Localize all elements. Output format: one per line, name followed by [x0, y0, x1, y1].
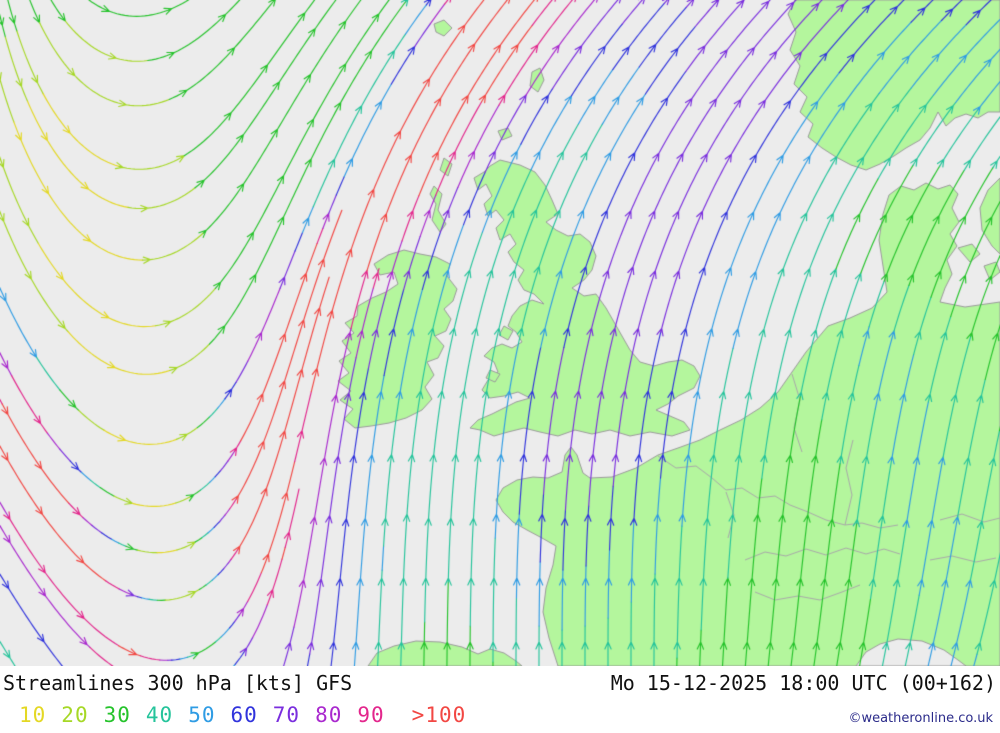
streamline-map: [0, 0, 1000, 666]
legend-item: 60: [230, 703, 258, 727]
legend-item: 90: [357, 703, 385, 727]
legend-item: 40: [145, 703, 174, 727]
map-datetime: Mo 15-12-2025 18:00 UTC (00+162): [610, 671, 996, 695]
caption-row: Streamlines 300 hPa [kts] GFS Mo 15-12-2…: [0, 668, 1000, 698]
legend-item: >100: [411, 703, 467, 727]
legend-item: 20: [61, 703, 89, 727]
legend-item: 30: [103, 703, 131, 727]
legend-item: 50: [188, 703, 216, 727]
map-title: Streamlines 300 hPa [kts] GFS: [3, 671, 353, 695]
legend-item: 10: [19, 703, 47, 727]
legend-item: 70: [272, 703, 301, 727]
copyright-link[interactable]: ©weatheronline.co.uk: [848, 711, 993, 726]
speed-legend: 10 20 30 40 50 60 70 80 90 >100: [19, 701, 481, 729]
legend-item: 80: [315, 703, 343, 727]
